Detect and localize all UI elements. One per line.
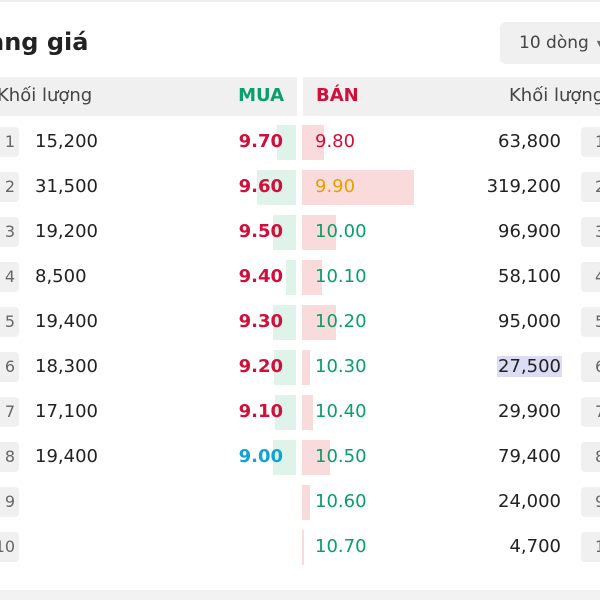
buy-price[interactable]: 9.70 <box>238 131 283 152</box>
buy-price[interactable]: 9.50 <box>238 221 283 242</box>
top-divider <box>0 0 600 2</box>
buy-volume: 17,100 <box>35 401 98 422</box>
sell-volume-bar <box>302 305 336 340</box>
buy-volume-bar <box>273 440 296 475</box>
order-book-row[interactable]: 8 19,400 9.00 10.50 79,400 8 <box>0 434 600 479</box>
buy-price[interactable]: 9.20 <box>238 356 283 377</box>
order-book-row[interactable]: 6 18,300 9.20 10.30 27,500 6 <box>0 344 600 389</box>
buy-volume: 31,500 <box>35 176 98 197</box>
row-index-left: 4 <box>0 262 19 292</box>
sell-volume-bar <box>302 260 322 295</box>
buy-volume-bar <box>273 305 296 340</box>
rows-count-value: 10 dòng <box>519 33 589 53</box>
row-index-left: 8 <box>0 442 19 472</box>
sell-volume-bar <box>302 350 310 385</box>
row-index-right: 3 <box>581 217 600 247</box>
sell-volume-bar <box>302 215 336 250</box>
sell-price[interactable]: 10.00 <box>315 221 367 242</box>
row-index-left: 9 <box>0 487 19 517</box>
sell-price[interactable]: 9.90 <box>315 176 356 197</box>
row-index-right: 8 <box>581 442 600 472</box>
buy-volume-bar <box>257 170 296 205</box>
sell-volume-bar <box>302 485 310 520</box>
buy-volume: 19,200 <box>35 221 98 242</box>
sell-volume: 4,700 <box>509 536 561 557</box>
row-index-right: 9 <box>581 487 600 517</box>
bottom-divider <box>0 590 600 600</box>
row-index-right: 2 <box>581 172 600 202</box>
row-index-left: 2 <box>0 172 19 202</box>
buy-volume: 15,200 <box>35 131 98 152</box>
order-book-row[interactable]: 5 19,400 9.30 10.20 95,000 5 <box>0 299 600 344</box>
buy-price-header: MUA <box>238 85 284 106</box>
row-index-left: 5 <box>0 307 19 337</box>
sell-price[interactable]: 9.80 <box>315 131 356 152</box>
row-index-right: 1 <box>581 127 600 157</box>
buy-volume: 18,300 <box>35 356 98 377</box>
row-index-right: 10 <box>581 532 600 562</box>
row-index-right: 5 <box>581 307 600 337</box>
sell-volume-bar <box>302 440 330 475</box>
order-book-row[interactable]: 1 15,200 9.70 9.80 63,800 1 <box>0 119 600 164</box>
sell-volume-bar <box>302 125 324 160</box>
sell-price[interactable]: 10.40 <box>315 401 367 422</box>
row-index-left: 6 <box>0 352 19 382</box>
sell-price[interactable]: 10.70 <box>315 536 367 557</box>
order-book-row[interactable]: 9 10.60 24,000 9 <box>0 479 600 524</box>
row-index-left: 1 <box>0 127 19 157</box>
sell-volume-bar <box>302 395 313 430</box>
sell-price-header: BÁN <box>316 85 359 106</box>
rows-count-select[interactable]: 10 dòng ▾ <box>500 22 600 64</box>
order-book-row[interactable]: 2 31,500 9.60 9.90 319,200 2 <box>0 164 600 209</box>
buy-price[interactable]: 9.10 <box>238 401 283 422</box>
order-book-row[interactable]: 10 10.70 4,700 10 <box>0 524 600 569</box>
buy-volume-bar <box>277 125 296 160</box>
buy-volume: 8,500 <box>35 266 87 287</box>
sell-volume: 63,800 <box>498 131 561 152</box>
sell-volume: 95,000 <box>498 311 561 332</box>
row-index-left: 3 <box>0 217 19 247</box>
row-index-left: 10 <box>0 532 19 562</box>
buy-volume: 19,400 <box>35 446 98 467</box>
order-book-row[interactable]: 3 19,200 9.50 10.00 96,900 3 <box>0 209 600 254</box>
sell-volume: 29,900 <box>498 401 561 422</box>
sell-volume-bar <box>302 530 304 565</box>
sell-volume-bar <box>302 170 414 205</box>
sell-volume: 319,200 <box>486 176 561 197</box>
buy-price[interactable]: 9.60 <box>238 176 283 197</box>
order-book-row[interactable]: 4 8,500 9.40 10.10 58,100 4 <box>0 254 600 299</box>
buy-header: Khối lượng MUA <box>0 77 297 116</box>
sell-volume: 58,100 <box>498 266 561 287</box>
sell-price[interactable]: 10.60 <box>315 491 367 512</box>
buy-volume-bar <box>274 350 296 385</box>
order-book-row[interactable]: 7 17,100 9.10 10.40 29,900 7 <box>0 389 600 434</box>
sell-price[interactable]: 10.50 <box>315 446 367 467</box>
row-index-right: 7 <box>581 397 600 427</box>
sell-price[interactable]: 10.10 <box>315 266 367 287</box>
sell-price[interactable]: 10.20 <box>315 311 367 332</box>
buy-price[interactable]: 9.00 <box>238 446 283 467</box>
buy-volume-bar <box>273 215 296 250</box>
sell-price[interactable]: 10.30 <box>315 356 367 377</box>
sell-header: BÁN Khối lượng <box>303 77 600 116</box>
buy-volume-bar <box>286 260 296 295</box>
row-index-left: 7 <box>0 397 19 427</box>
sell-volume: 24,000 <box>498 491 561 512</box>
row-index-right: 4 <box>581 262 600 292</box>
sell-volume: 96,900 <box>498 221 561 242</box>
chevron-down-icon: ▾ <box>596 36 600 50</box>
buy-price[interactable]: 9.30 <box>238 311 283 332</box>
buy-volume-header: Khối lượng <box>0 85 93 106</box>
buy-volume-bar <box>275 395 296 430</box>
sell-volume: 79,400 <box>498 446 561 467</box>
row-index-right: 6 <box>581 352 600 382</box>
buy-price[interactable]: 9.40 <box>238 266 283 287</box>
page-title: ảng giá <box>0 28 89 56</box>
buy-volume: 19,400 <box>35 311 98 332</box>
sell-volume-header: Khối lượng <box>509 85 600 106</box>
sell-volume: 27,500 <box>497 356 562 377</box>
